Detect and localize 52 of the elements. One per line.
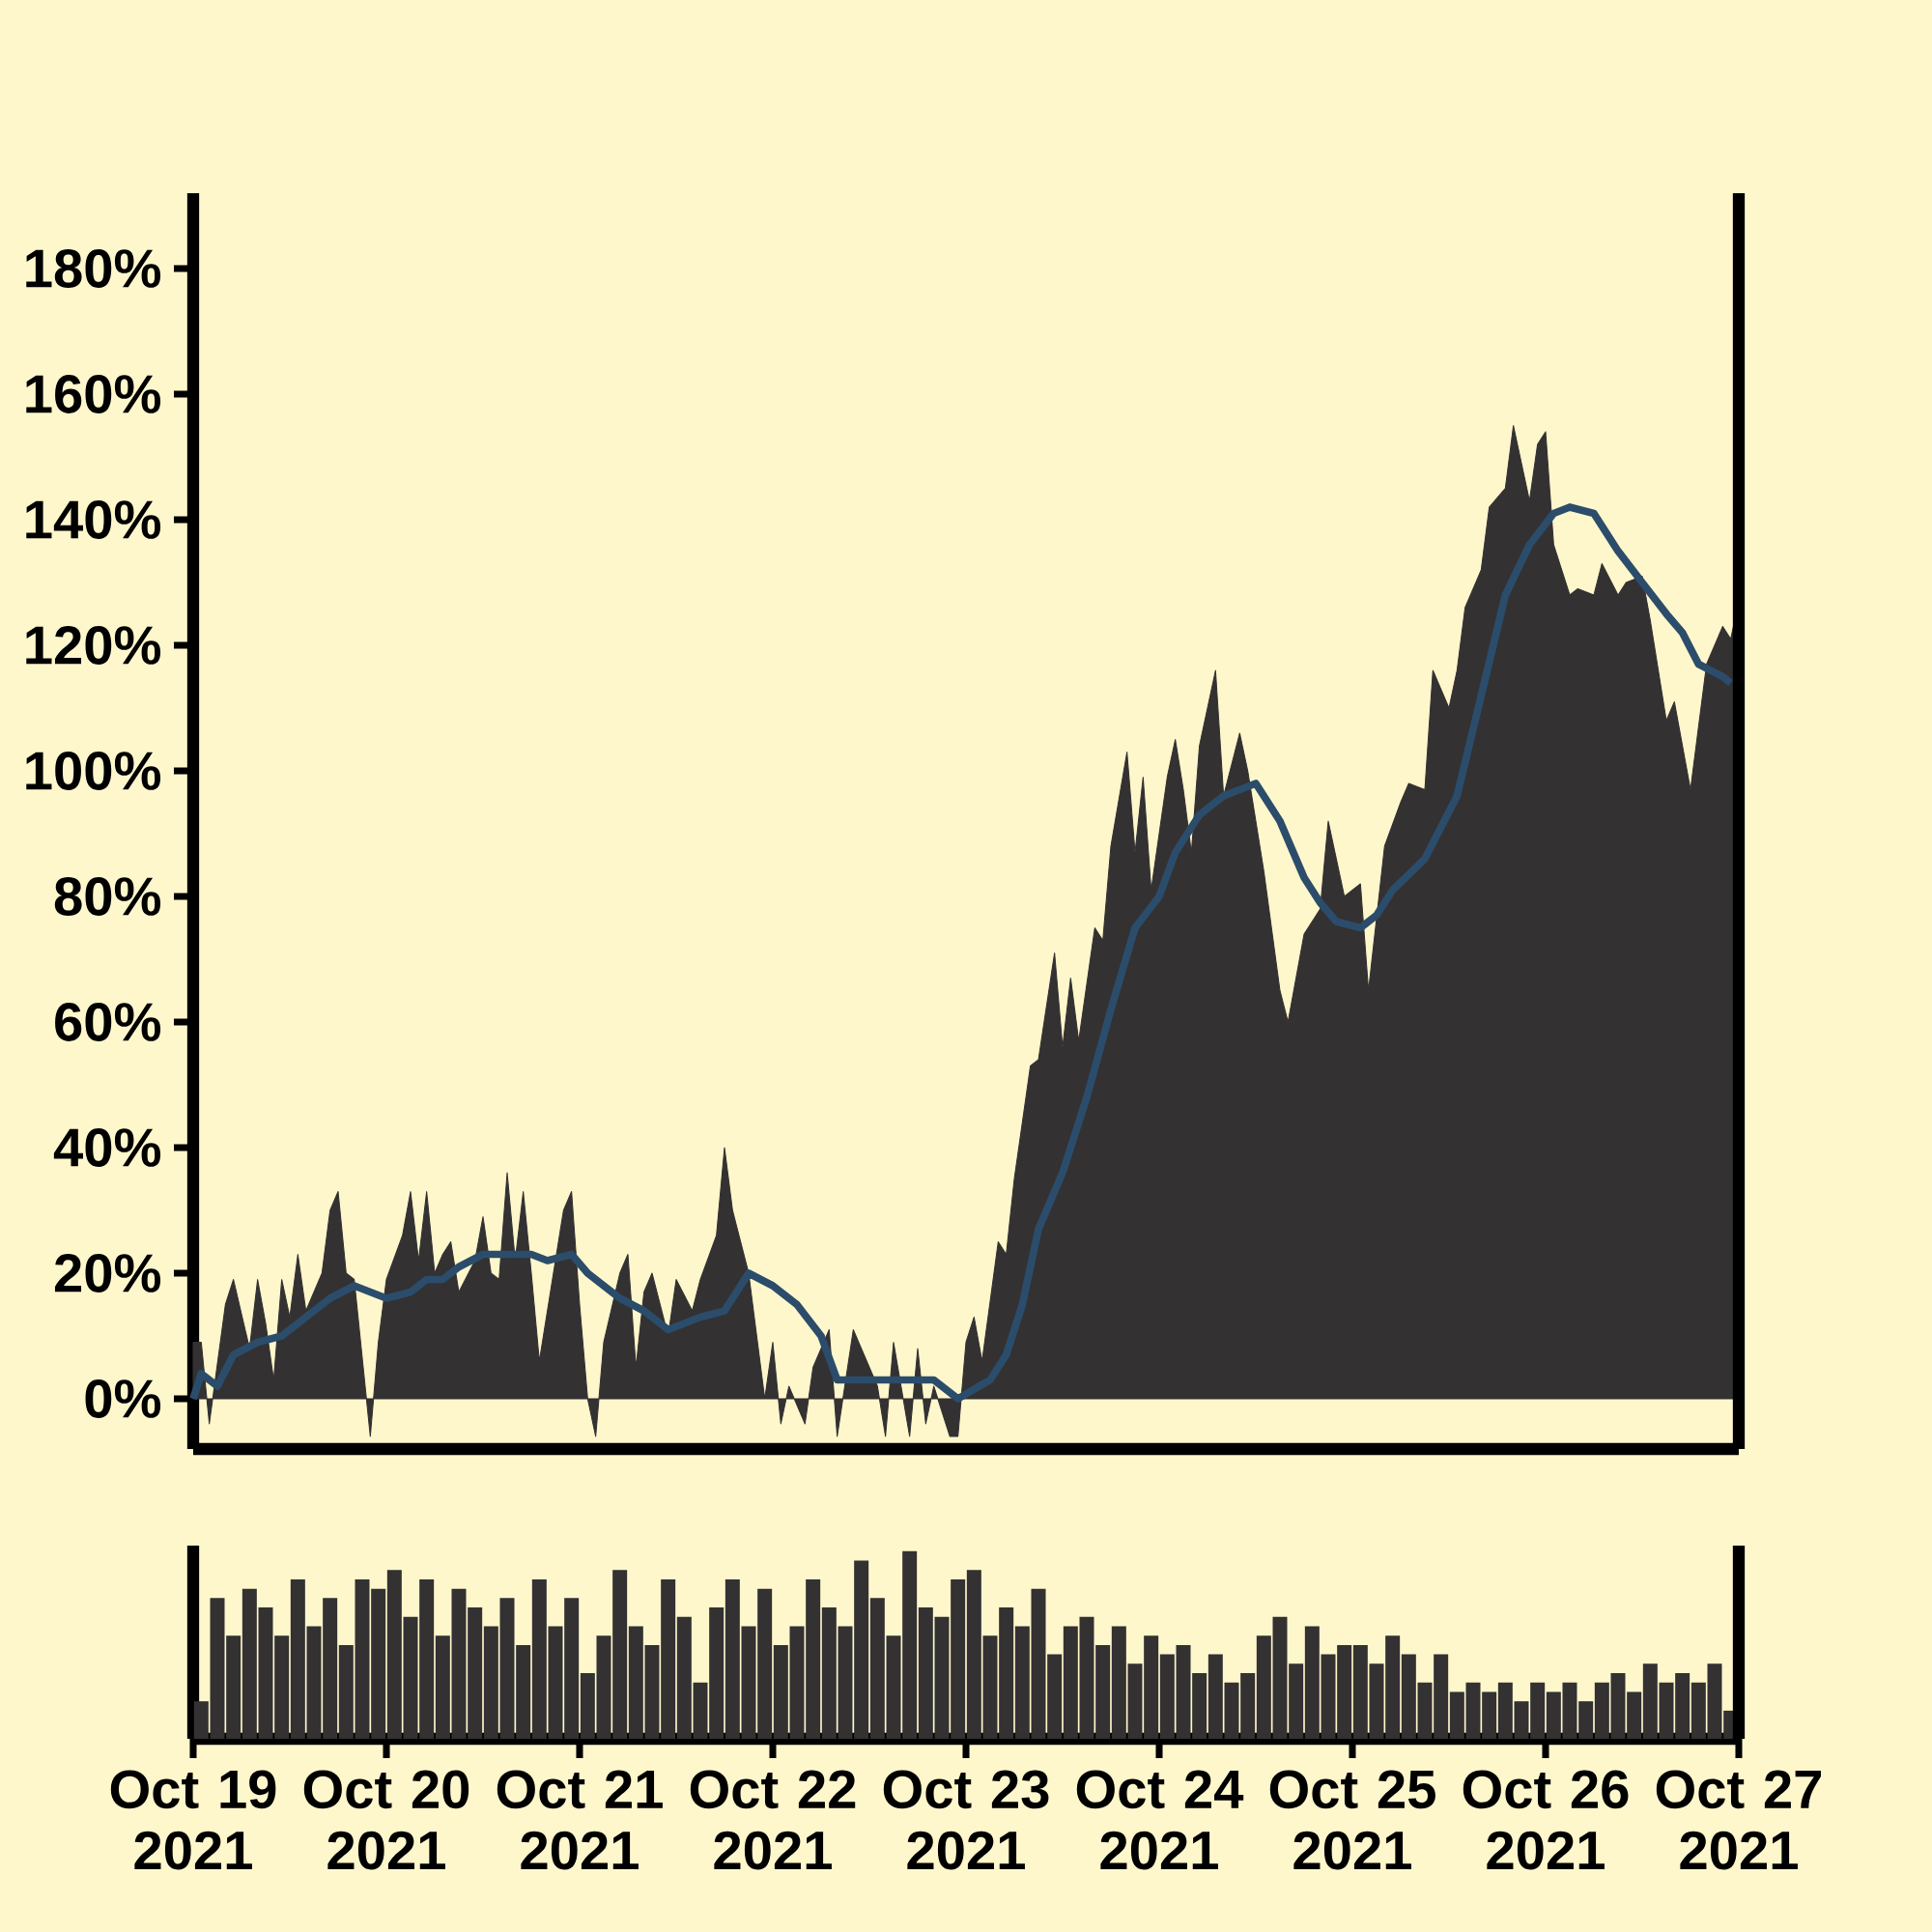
bar — [693, 1682, 708, 1739]
bar — [838, 1626, 853, 1739]
bar — [1530, 1682, 1546, 1739]
bar — [1289, 1663, 1304, 1739]
y-tick-label: 140% — [26, 500, 161, 539]
x-tick-label: Oct 19 2021 — [110, 1770, 276, 1870]
bar — [1095, 1644, 1111, 1739]
x-tick-label: Oct 25 2021 — [1269, 1770, 1435, 1870]
bar — [468, 1607, 483, 1739]
bar — [419, 1578, 435, 1739]
bar — [1627, 1691, 1642, 1739]
bar — [982, 1635, 998, 1739]
y-tick-label: 160% — [26, 375, 161, 413]
x-tick-label: Oct 23 2021 — [883, 1770, 1049, 1870]
y-tick-label: 20% — [54, 1254, 161, 1293]
bar — [999, 1607, 1014, 1739]
bar — [966, 1570, 981, 1739]
bar — [709, 1607, 724, 1739]
bar — [854, 1560, 869, 1739]
bar — [806, 1578, 821, 1739]
bar — [242, 1588, 257, 1739]
y-tick-label: 60% — [55, 1003, 161, 1041]
bar — [258, 1607, 273, 1739]
bar — [274, 1635, 290, 1739]
y-tick-label: 80% — [54, 877, 161, 916]
y-tick-label: 0% — [85, 1379, 161, 1418]
bar — [1144, 1635, 1159, 1739]
x-tick-label: Oct 26 2021 — [1463, 1770, 1629, 1870]
bar — [676, 1616, 692, 1739]
bar — [821, 1607, 837, 1739]
bar — [1675, 1673, 1690, 1739]
y-tick-label: 180% — [26, 249, 161, 288]
bar — [951, 1578, 966, 1739]
bar — [531, 1578, 547, 1739]
x-tick-label: Oct 21 2021 — [497, 1770, 663, 1870]
bar — [1434, 1654, 1449, 1739]
bar — [386, 1570, 402, 1739]
y-tick-label: 100% — [26, 752, 161, 790]
y-tick-label: 40% — [53, 1128, 161, 1167]
x-tick-label: Oct 22 2021 — [690, 1770, 856, 1870]
bar — [564, 1598, 580, 1739]
bar — [661, 1578, 676, 1739]
x-tick-label: Oct 27 2021 — [1656, 1770, 1821, 1870]
bar — [1240, 1673, 1256, 1739]
x-tick-label: Oct 20 2021 — [303, 1770, 469, 1870]
bar — [1385, 1635, 1401, 1739]
bar — [1578, 1701, 1594, 1739]
y-tick-label: 120% — [26, 626, 161, 665]
bar — [323, 1598, 338, 1739]
bar — [403, 1616, 418, 1739]
bar — [548, 1626, 563, 1739]
x-tick-label: Oct 24 2021 — [1076, 1770, 1244, 1870]
